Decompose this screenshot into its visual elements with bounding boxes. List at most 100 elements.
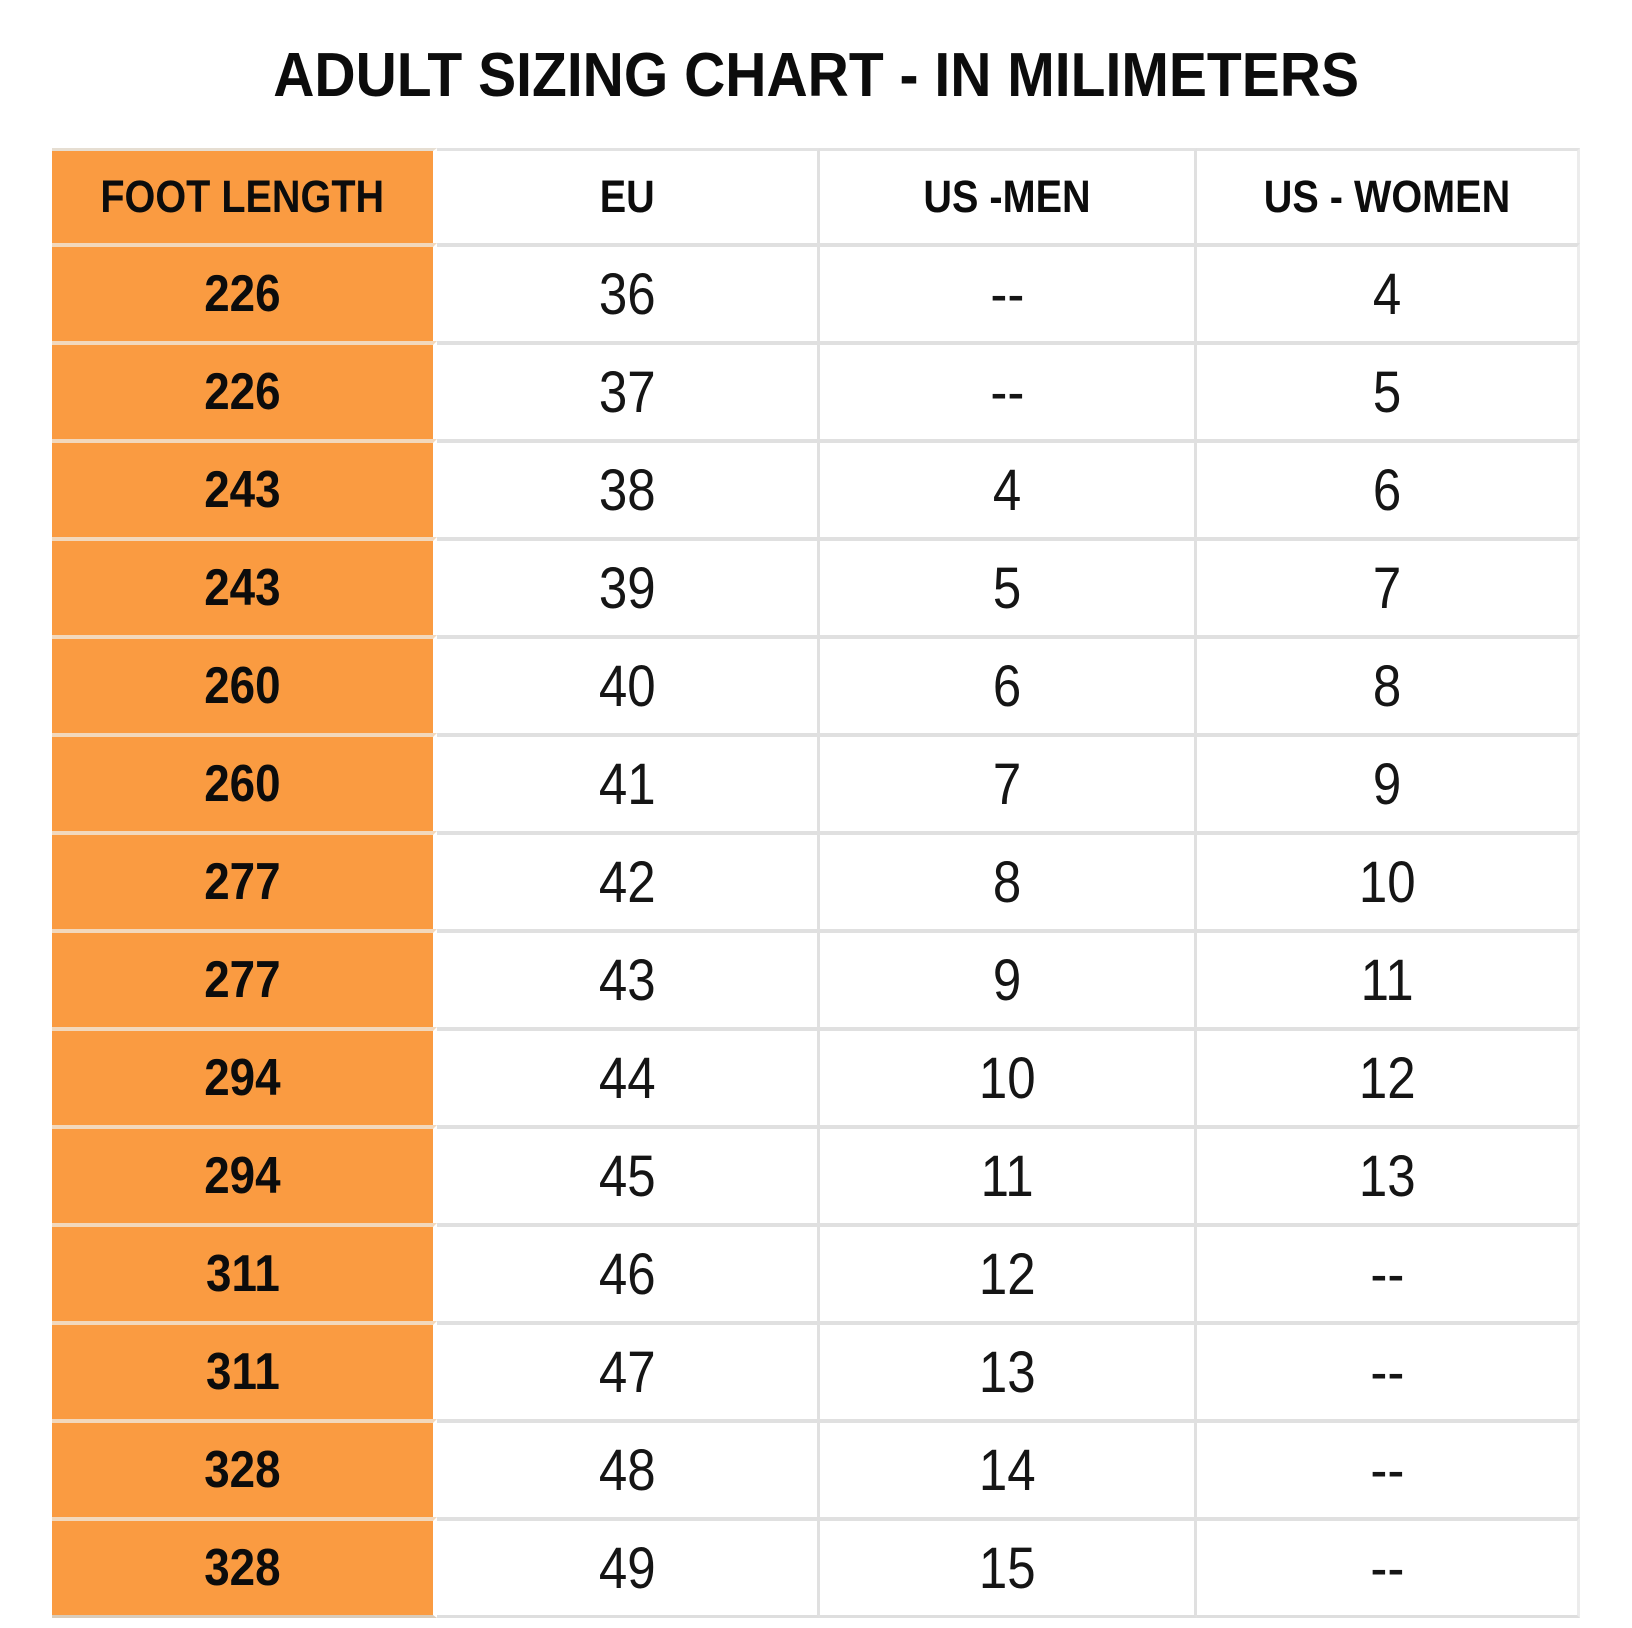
cell-value: 46	[598, 1241, 656, 1307]
column-header-us-men: US -MEN	[820, 148, 1197, 243]
column-header-label: US -MEN	[923, 171, 1091, 222]
cell-value: 226	[204, 265, 281, 323]
cell-foot-length: 260	[52, 635, 437, 733]
cell-value: 13	[978, 1339, 1036, 1405]
cell-value: --	[1369, 1339, 1404, 1405]
cell-foot-length: 328	[52, 1419, 437, 1517]
table-row: 243 39 5 7	[52, 537, 1580, 635]
cell-us-men: 8	[820, 831, 1197, 929]
cell-us-women: 10	[1197, 831, 1580, 929]
cell-value: 6	[992, 653, 1022, 719]
table-row: 294 45 11 13	[52, 1125, 1580, 1223]
cell-value: 6	[1372, 457, 1402, 523]
cell-us-women: --	[1197, 1321, 1580, 1419]
cell-value: 48	[598, 1437, 656, 1503]
cell-us-women: 6	[1197, 439, 1580, 537]
cell-us-men: 5	[820, 537, 1197, 635]
column-header-eu: EU	[437, 148, 820, 243]
cell-eu: 36	[437, 243, 820, 341]
cell-eu: 42	[437, 831, 820, 929]
cell-value: --	[989, 359, 1024, 425]
table-body: 226 36 -- 4 226 37 -- 5 243 38 4 6 243 39 5 7 260 40 6 8 260…	[52, 243, 1580, 1618]
column-header-foot-length: FOOT LENGTH	[52, 148, 437, 243]
cell-us-men: 7	[820, 733, 1197, 831]
column-header-label: US - WOMEN	[1263, 171, 1511, 222]
cell-eu: 37	[437, 341, 820, 439]
cell-us-women: 8	[1197, 635, 1580, 733]
column-header-label: EU	[599, 171, 655, 222]
cell-value: 8	[1372, 653, 1402, 719]
cell-eu: 41	[437, 733, 820, 831]
cell-value: 15	[978, 1535, 1036, 1601]
cell-value: 4	[1372, 261, 1402, 327]
cell-foot-length: 311	[52, 1321, 437, 1419]
cell-value: 294	[204, 1049, 281, 1107]
cell-us-men: 15	[820, 1517, 1197, 1618]
cell-us-men: 12	[820, 1223, 1197, 1321]
cell-foot-length: 260	[52, 733, 437, 831]
cell-foot-length: 277	[52, 929, 437, 1027]
cell-eu: 40	[437, 635, 820, 733]
table-row: 226 36 -- 4	[52, 243, 1580, 341]
cell-us-men: 9	[820, 929, 1197, 1027]
cell-value: 47	[598, 1339, 656, 1405]
cell-us-men: 14	[820, 1419, 1197, 1517]
cell-value: 226	[204, 363, 281, 421]
cell-value: 9	[992, 947, 1022, 1013]
cell-value: 5	[1372, 359, 1402, 425]
cell-eu: 45	[437, 1125, 820, 1223]
cell-value: 8	[992, 849, 1022, 915]
cell-us-women: 9	[1197, 733, 1580, 831]
cell-value: --	[1369, 1241, 1404, 1307]
cell-us-men: 13	[820, 1321, 1197, 1419]
table-row: 260 40 6 8	[52, 635, 1580, 733]
cell-us-men: 11	[820, 1125, 1197, 1223]
cell-value: 12	[978, 1241, 1036, 1307]
cell-us-men: --	[820, 341, 1197, 439]
table-row: 294 44 10 12	[52, 1027, 1580, 1125]
table-row: 260 41 7 9	[52, 733, 1580, 831]
cell-value: 14	[978, 1437, 1036, 1503]
cell-value: 13	[1358, 1143, 1416, 1209]
cell-value: 328	[204, 1539, 281, 1597]
cell-value: 10	[978, 1045, 1036, 1111]
cell-value: 42	[598, 849, 656, 915]
cell-value: 9	[1372, 751, 1402, 817]
cell-foot-length: 243	[52, 439, 437, 537]
cell-value: 44	[598, 1045, 656, 1111]
cell-value: 7	[992, 751, 1022, 817]
cell-value: 7	[1372, 555, 1402, 621]
cell-us-men: 6	[820, 635, 1197, 733]
cell-foot-length: 311	[52, 1223, 437, 1321]
cell-eu: 39	[437, 537, 820, 635]
cell-value: 38	[598, 457, 656, 523]
cell-value: 11	[1360, 947, 1414, 1013]
cell-value: 12	[1358, 1045, 1416, 1111]
table-row: 243 38 4 6	[52, 439, 1580, 537]
cell-value: 311	[205, 1245, 280, 1303]
table-row: 311 46 12 --	[52, 1223, 1580, 1321]
cell-value: 36	[598, 261, 656, 327]
table-row: 226 37 -- 5	[52, 341, 1580, 439]
cell-value: 328	[204, 1441, 281, 1499]
cell-value: 4	[992, 457, 1022, 523]
cell-value: 40	[598, 653, 656, 719]
cell-us-women: --	[1197, 1419, 1580, 1517]
cell-us-women: --	[1197, 1223, 1580, 1321]
page-title: ADULT SIZING CHART - IN MILIMETERS	[0, 40, 1632, 111]
header-row: FOOT LENGTH EU US -MEN US - WOMEN	[52, 148, 1580, 243]
cell-foot-length: 226	[52, 341, 437, 439]
sizing-table: FOOT LENGTH EU US -MEN US - WOMEN 226 36 -- 4 2…	[52, 148, 1580, 1618]
cell-us-men: 10	[820, 1027, 1197, 1125]
cell-value: 37	[598, 359, 656, 425]
table-row: 311 47 13 --	[52, 1321, 1580, 1419]
cell-value: 260	[204, 755, 281, 813]
cell-value: 243	[204, 461, 281, 519]
cell-value: 45	[598, 1143, 656, 1209]
cell-foot-length: 294	[52, 1027, 437, 1125]
table-row: 328 49 15 --	[52, 1517, 1580, 1618]
table-row: 277 43 9 11	[52, 929, 1580, 1027]
cell-us-women: 11	[1197, 929, 1580, 1027]
cell-foot-length: 226	[52, 243, 437, 341]
cell-foot-length: 294	[52, 1125, 437, 1223]
